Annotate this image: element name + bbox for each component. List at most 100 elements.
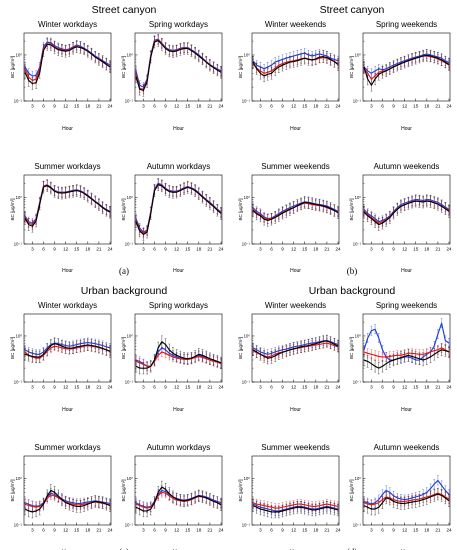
- x-tick-label: 6: [381, 247, 384, 252]
- x-tick-label: 9: [53, 104, 56, 109]
- x-tick-label: 6: [42, 528, 45, 533]
- series-line-red: [252, 502, 339, 509]
- x-tick-label: 9: [392, 247, 395, 252]
- series-line-blue: [363, 53, 450, 74]
- x-tick-label: 24: [446, 104, 452, 109]
- series-black: [135, 480, 222, 518]
- plot-frame: [23, 32, 112, 102]
- panel: Spring weekends 10⁻¹ 10⁰ 3 6 9 12 15 18 21 24 Hour B…: [349, 20, 452, 132]
- series-line-black: [363, 349, 450, 369]
- series-line-red: [24, 344, 111, 359]
- panel-title: Autumn weekends: [374, 162, 440, 171]
- x-tick-label: 18: [313, 385, 319, 390]
- series-line-red: [363, 347, 450, 358]
- y-tick-label: 10⁰: [244, 195, 251, 200]
- x-axis-label: Hour: [290, 407, 301, 413]
- x-tick-label: 21: [207, 247, 213, 252]
- series-line-black: [363, 54, 450, 86]
- figure-title: Street canyon: [92, 4, 157, 16]
- x-tick-label: 15: [413, 247, 419, 252]
- y-tick-label: 10⁻¹: [242, 242, 251, 247]
- x-tick-label: 3: [31, 104, 34, 109]
- x-tick-label: 3: [259, 528, 262, 533]
- x-tick-label: 12: [174, 528, 180, 533]
- y-tick-label: 10⁻¹: [125, 380, 134, 385]
- series-line-blue: [363, 198, 450, 223]
- y-axis-label: BC [µg/m³]: [10, 56, 15, 78]
- panel: Winter weekends 10⁻¹ 10⁰ 3 6 9 12 15 18 21 24 Hour B…: [238, 20, 341, 132]
- y-tick-label: 10⁰: [127, 195, 134, 200]
- figure-label: (a): [119, 266, 129, 276]
- x-tick-label: 24: [218, 247, 224, 252]
- series-line-blue: [363, 479, 450, 505]
- x-tick-label: 3: [31, 528, 34, 533]
- series-black: [135, 335, 222, 375]
- series-line-blue: [24, 41, 111, 77]
- series-line-black: [24, 43, 111, 85]
- panel-title: Spring weekends: [376, 20, 437, 29]
- y-axis-label: BC [µg/m³]: [121, 337, 126, 359]
- x-tick-label: 15: [413, 104, 419, 109]
- x-tick-label: 24: [335, 385, 341, 390]
- y-tick-label: 10⁰: [244, 476, 251, 481]
- plot-frame: [362, 455, 451, 526]
- x-axis-label: Hour: [173, 126, 184, 132]
- x-tick-label: 12: [291, 528, 297, 533]
- x-tick-label: 15: [185, 528, 191, 533]
- x-tick-label: 18: [196, 247, 202, 252]
- x-tick-label: 3: [259, 104, 262, 109]
- x-tick-label: 3: [31, 385, 34, 390]
- y-tick-label: 10⁻¹: [14, 242, 23, 247]
- x-tick-label: 21: [435, 528, 441, 533]
- panel: Spring workdays 10⁻¹ 10⁰ 3 6 9 12 15 18 21 24 Hour B…: [121, 301, 224, 413]
- panel-title: Autumn workdays: [147, 443, 211, 452]
- x-tick-label: 18: [85, 528, 91, 533]
- panel: Summer weekends10⁻¹10⁰3691215182124HourB…: [238, 443, 341, 550]
- plot-frame: [251, 174, 340, 245]
- x-tick-label: 15: [302, 247, 308, 252]
- x-tick-label: 15: [74, 528, 80, 533]
- x-axis-label: Hour: [62, 407, 73, 413]
- y-tick-label: 10⁻¹: [14, 99, 23, 104]
- figure-title: Urban background: [81, 285, 168, 297]
- x-tick-label: 24: [107, 385, 113, 390]
- y-tick-label: 10⁰: [355, 476, 362, 481]
- plot-frame: [362, 174, 451, 245]
- x-axis-label: Hour: [62, 126, 73, 132]
- x-tick-label: 15: [185, 104, 191, 109]
- y-axis-label: BC [µg/m³]: [121, 56, 126, 78]
- x-axis-label: Hour: [173, 268, 184, 274]
- x-tick-label: 3: [142, 104, 145, 109]
- plot-frame: [23, 455, 112, 526]
- x-tick-label: 9: [164, 247, 167, 252]
- figure-title: Street canyon: [320, 4, 385, 16]
- x-tick-label: 15: [185, 247, 191, 252]
- y-axis-label: BC [µg/m³]: [349, 56, 354, 78]
- figure-2: Urban background (c) Winter workdays 10⁻¹ 10…: [10, 285, 224, 550]
- x-tick-label: 21: [324, 528, 330, 533]
- series-line-black: [24, 343, 111, 358]
- x-tick-label: 9: [53, 528, 56, 533]
- series-line-blue: [363, 322, 450, 361]
- y-axis-label: BC [µg/m³]: [10, 198, 15, 220]
- x-axis-label: Hour: [401, 268, 412, 274]
- y-axis-label: BC [µg/m³]: [10, 337, 15, 359]
- x-tick-label: 18: [313, 247, 319, 252]
- x-tick-label: 12: [174, 247, 180, 252]
- y-tick-label: 10⁻¹: [242, 380, 251, 385]
- series-line-black: [24, 185, 111, 227]
- x-tick-label: 21: [324, 247, 330, 252]
- x-tick-label: 21: [96, 104, 102, 109]
- x-tick-label: 24: [107, 528, 113, 533]
- panel-title: Spring weekends: [376, 301, 437, 310]
- series-line-blue: [24, 341, 111, 355]
- series-line-black: [24, 489, 111, 513]
- panel-title: Winter workdays: [38, 20, 97, 29]
- x-tick-label: 24: [446, 528, 452, 533]
- y-tick-label: 10⁰: [127, 52, 134, 57]
- x-tick-label: 12: [174, 104, 180, 109]
- x-tick-label: 9: [53, 247, 56, 252]
- x-tick-label: 6: [270, 528, 273, 533]
- x-tick-label: 18: [424, 385, 430, 390]
